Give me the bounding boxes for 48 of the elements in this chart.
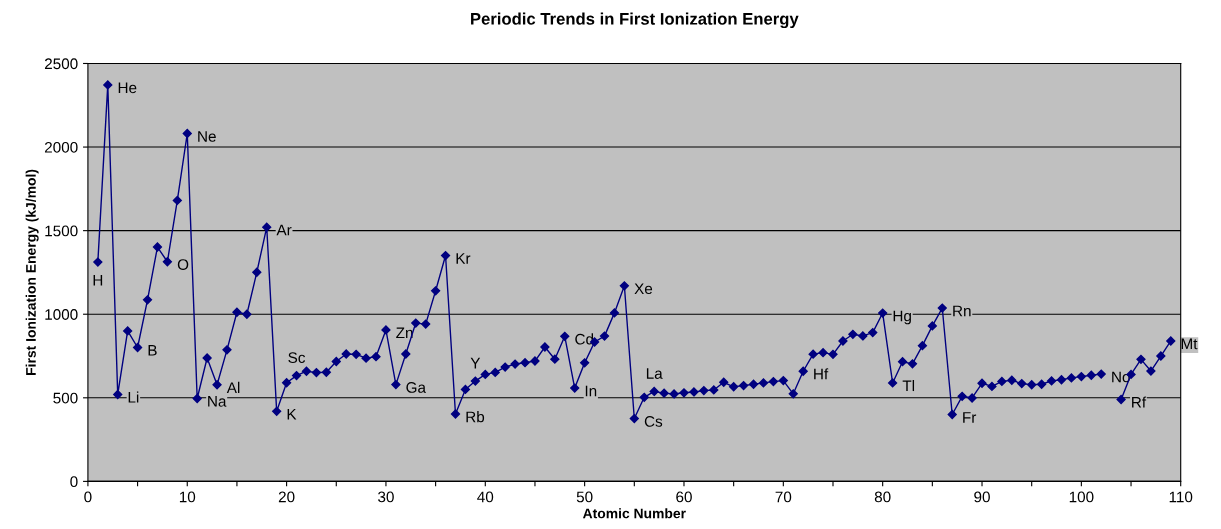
y-tick-label: 500 xyxy=(53,392,78,404)
annotation: Cs xyxy=(644,415,663,427)
annotation: Kr xyxy=(456,253,471,264)
annotation: Ga xyxy=(406,382,426,393)
annotation: Na xyxy=(208,396,227,407)
annotation: Hf xyxy=(814,368,829,380)
annotation: Al xyxy=(226,381,240,393)
annotation: Fr xyxy=(963,412,977,423)
annotation: Tl xyxy=(902,379,915,392)
annotation: Mt xyxy=(1181,338,1198,350)
x-tick-label: 50 xyxy=(576,491,593,503)
x-tick-label: 40 xyxy=(477,491,494,503)
annotation: B xyxy=(148,345,157,356)
annotation: H xyxy=(93,274,103,286)
annotation: Y xyxy=(470,357,481,369)
annotation: Rb xyxy=(466,411,485,423)
x-tick-label: 30 xyxy=(378,491,394,503)
x-tick-label: 60 xyxy=(676,491,692,503)
x-tick-label: 10 xyxy=(179,491,196,503)
x-tick-label: 110 xyxy=(1169,491,1193,503)
annotation: Sc xyxy=(288,352,306,364)
annotation: Rf xyxy=(1132,396,1147,408)
y-tick-label: 0 xyxy=(70,476,78,488)
annotation: He xyxy=(118,82,137,94)
annotation: O xyxy=(177,259,189,270)
x-tick-label: 20 xyxy=(278,491,295,503)
chart-title: Periodic Trends in First Ionization Energy xyxy=(471,12,799,29)
y-tick-label: 1500 xyxy=(45,225,78,237)
annotation: Zn xyxy=(396,327,413,339)
y-tick-label: 1000 xyxy=(45,309,78,320)
annotation: Ar xyxy=(276,224,292,236)
x-tick-label: 70 xyxy=(775,491,792,503)
y-tick-label: 2500 xyxy=(44,58,78,70)
annotation: Xe xyxy=(634,283,653,295)
annotation: In xyxy=(585,385,597,397)
y-tick-label: 2000 xyxy=(44,141,78,153)
annotation: La xyxy=(646,368,663,379)
x-tick-label: 100 xyxy=(1069,491,1094,503)
x-tick-label: 90 xyxy=(974,491,990,503)
x-tick-label: 80 xyxy=(874,491,891,503)
annotation: Ne xyxy=(198,131,216,142)
annotation: K xyxy=(287,408,297,420)
y-axis-title: First Ionization Energy (kJ/mol) xyxy=(25,169,39,375)
annotation: Li xyxy=(128,391,139,403)
annotation: Hg xyxy=(893,310,911,325)
annotation: Rn xyxy=(953,305,971,317)
x-tick-label: 0 xyxy=(84,491,92,503)
x-axis-title: Atomic Number xyxy=(582,508,686,519)
